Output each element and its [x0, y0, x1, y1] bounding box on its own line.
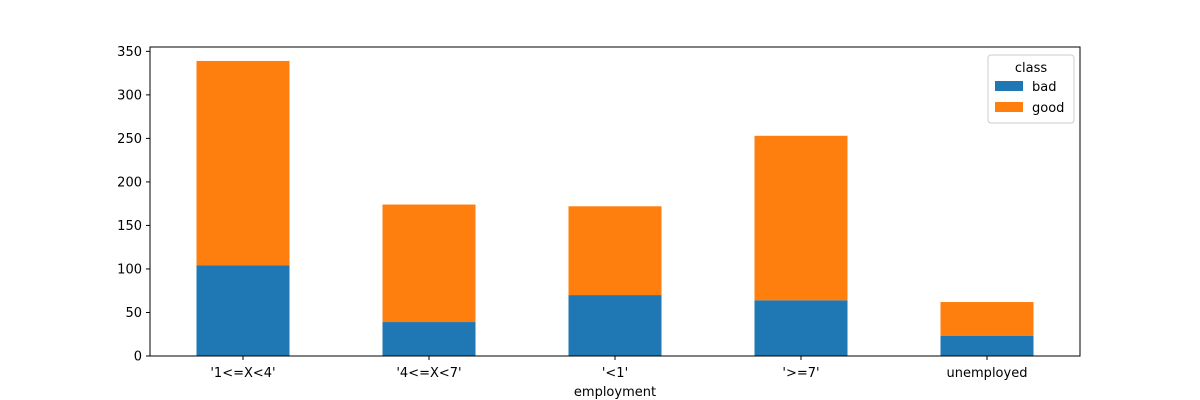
- x-axis-ticks: '1<=X<4' '4<=X<7' '<1' '>=7' unemployed: [210, 356, 1027, 381]
- bar-good-4: [940, 302, 1034, 336]
- legend-swatch-bad: [995, 81, 1023, 91]
- y-tick-label: 0: [134, 350, 142, 365]
- legend-label-good: good: [1032, 101, 1064, 116]
- y-tick-label: 50: [125, 306, 142, 321]
- legend: class bad good: [987, 54, 1075, 124]
- legend-title: class: [1015, 61, 1047, 76]
- bar-good-3: [754, 135, 848, 301]
- y-tick-label: 250: [117, 132, 142, 147]
- y-tick-label: 100: [117, 262, 142, 277]
- y-axis-ticks: 0 50 100 150 200 250 300 350: [117, 45, 150, 365]
- bar-bad-1: [382, 322, 476, 356]
- bar-good-2: [568, 206, 662, 296]
- bar-good-1: [382, 204, 476, 323]
- bars-layer: [196, 60, 1034, 356]
- x-axis-label: employment: [574, 385, 656, 400]
- x-tick-label: unemployed: [947, 366, 1028, 381]
- x-tick-label: '<1': [602, 366, 628, 381]
- y-tick-label: 350: [117, 45, 142, 60]
- x-tick-label: '>=7': [782, 366, 819, 381]
- y-tick-label: 150: [117, 219, 142, 234]
- bar-bad-0: [196, 265, 290, 356]
- bar-bad-4: [940, 335, 1034, 356]
- x-tick-label: '4<=X<7': [396, 366, 461, 381]
- y-tick-label: 300: [117, 88, 142, 103]
- x-tick-label: '1<=X<4': [210, 366, 275, 381]
- axes-frame: [149, 46, 1081, 357]
- bar-bad-3: [754, 300, 848, 356]
- bar-good-0: [196, 60, 290, 266]
- legend-label-bad: bad: [1032, 80, 1056, 95]
- legend-swatch-good: [995, 102, 1023, 112]
- bar-bad-2: [568, 295, 662, 356]
- y-tick-label: 200: [117, 175, 142, 190]
